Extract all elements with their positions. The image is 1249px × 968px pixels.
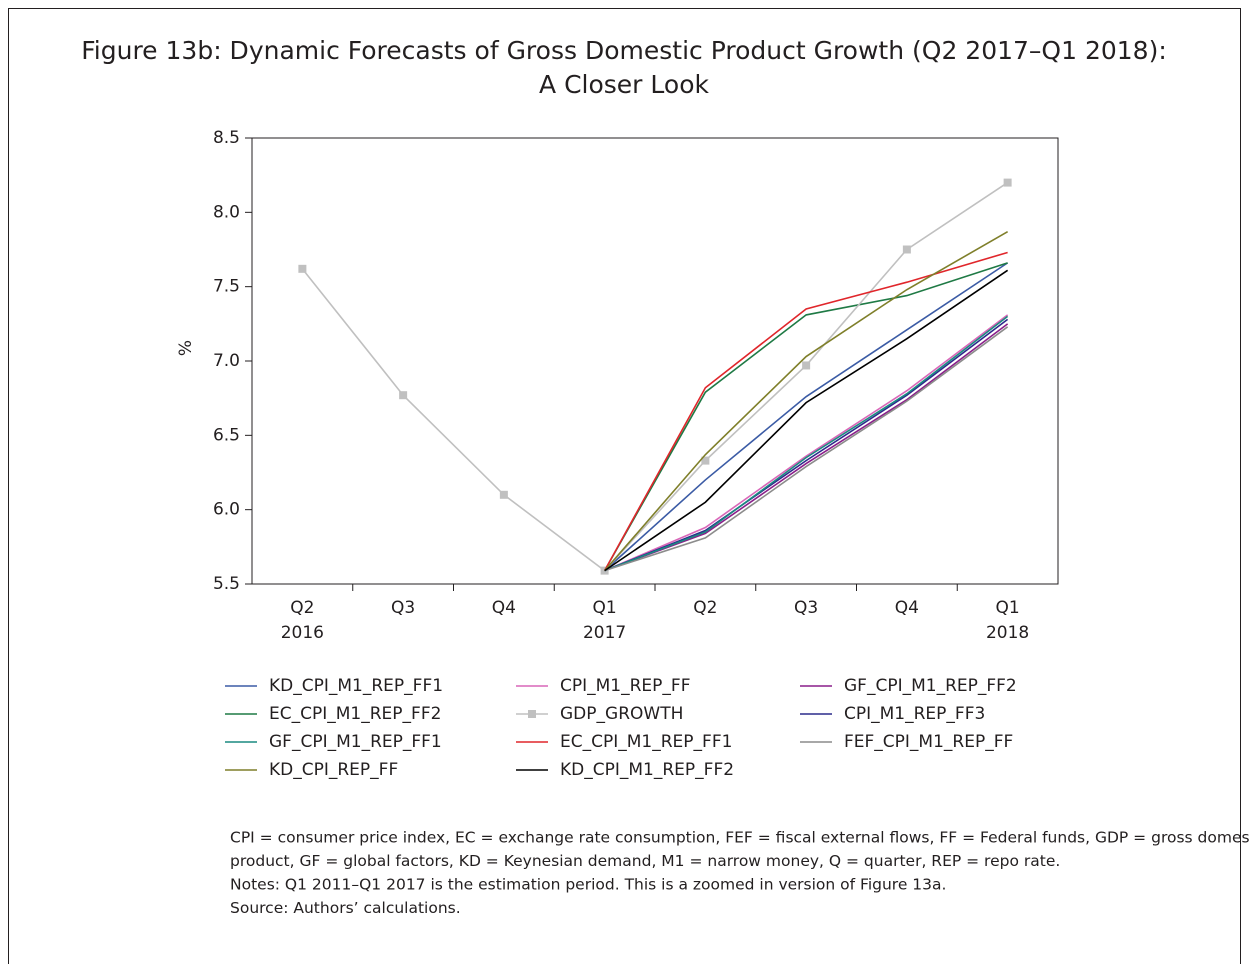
x-tick-label: Q1 [996,598,1020,618]
frame [8,8,1241,964]
series-line [603,262,1008,572]
series-line [603,251,1008,572]
y-tick-label: 8.5 [213,128,240,148]
legend-label: FEF_CPI_M1_REP_FF [844,732,1013,752]
x-tick-label: Q2 [693,598,717,618]
legend-label: KD_CPI_M1_REP_FF1 [269,676,443,696]
point-marker [902,245,911,254]
x-tick-label: Q3 [391,598,415,618]
y-tick-label: 7.0 [213,351,240,371]
plot-frame [251,137,1059,585]
x-tick-label: 2017 [583,623,626,643]
chart-title: A Closer Look [539,70,709,99]
series-line [604,323,1009,572]
x-tick-label: Q1 [593,598,617,618]
x-tick-label: Q4 [492,598,516,618]
series-line [604,315,1009,572]
legend-label: GDP_GROWTH [560,704,683,724]
x-tick-label: Q4 [895,598,919,618]
legend-label: EC_CPI_M1_REP_FF1 [560,732,732,752]
y-tick-label: 6.0 [213,500,240,520]
legend-label: GF_CPI_M1_REP_FF1 [269,732,442,752]
point-marker [298,264,307,273]
y-tick-label: 7.5 [213,277,240,297]
x-tick-label: Q3 [794,598,818,618]
series-line [604,318,1009,572]
point-marker [1003,178,1012,187]
series-line [604,326,1009,572]
legend-label: EC_CPI_M1_REP_FF2 [269,704,441,724]
point-marker [399,391,408,400]
chart-title: Figure 13b: Dynamic Forecasts of Gross D… [81,36,1167,65]
y-tick-label: 5.5 [213,574,240,594]
series-line [604,269,1009,572]
legend-label: CPI_M1_REP_FF [560,676,690,696]
x-tick-label: 2018 [986,623,1029,643]
point-marker [499,490,508,499]
series-line [301,181,1009,572]
legend-label: KD_CPI_M1_REP_FF2 [560,760,734,780]
legend-label: KD_CPI_REP_FF [269,760,398,780]
y-tick-label: 8.0 [213,202,240,222]
point-marker [701,456,710,465]
legend-label: GF_CPI_M1_REP_FF2 [844,676,1017,696]
note: CPI = consumer price index, EC = exchang… [230,829,1249,847]
series-line [604,262,1009,572]
series-line [604,230,1009,572]
x-tick-label: Q2 [290,598,314,618]
legend-marker [528,710,536,718]
y-tick-label: 6.5 [213,425,240,445]
note: Source: Authors’ calculations. [230,899,461,917]
y-axis-label: % [176,340,196,356]
point-marker [802,361,811,370]
series-line [604,314,1009,572]
note: product, GF = global factors, KD = Keyne… [230,852,1060,870]
legend-label: CPI_M1_REP_FF3 [844,704,985,724]
x-tick-label: 2016 [281,623,324,643]
note: Notes: Q1 2011–Q1 2017 is the estimation… [230,876,946,894]
